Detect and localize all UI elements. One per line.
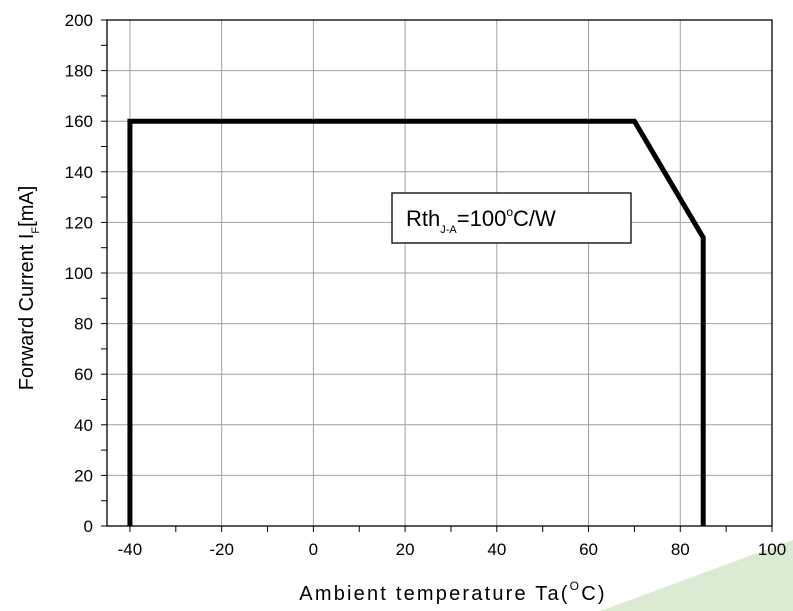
- y-axis-title-sub: F: [30, 227, 42, 234]
- y-tick-label: 60: [74, 365, 93, 384]
- y-tick-label: 140: [65, 163, 93, 182]
- x-tick-label: -20: [209, 540, 234, 559]
- y-tick-label: 180: [65, 62, 93, 81]
- y-tick-label: 0: [84, 517, 93, 536]
- corner-accent: [600, 540, 793, 611]
- x-tick-label: 100: [758, 540, 786, 559]
- y-tick-labels: 0 20 40 60 80 100 120 140 160 180 200: [65, 11, 93, 536]
- annotation-box: [391, 192, 632, 244]
- x-axis-title: Ambient temperature Ta(OC): [299, 579, 606, 605]
- x-tick-label: 0: [309, 540, 318, 559]
- x-tick-label: 60: [579, 540, 598, 559]
- annotation-main: Rth: [406, 206, 440, 231]
- y-tick-label: 120: [65, 213, 93, 232]
- annotation-unit: C/W: [513, 206, 556, 231]
- ticks: [101, 19, 773, 532]
- x-tick-label: 40: [487, 540, 506, 559]
- y-tick-label: 20: [74, 466, 93, 485]
- x-tick-label: -40: [118, 540, 143, 559]
- x-axis-title-tail: C): [581, 583, 607, 605]
- x-tick-label: 80: [671, 540, 690, 559]
- x-axis-title-main: Ambient temperature Ta(: [299, 583, 569, 605]
- derating-curve: [127, 118, 706, 526]
- y-tick-label: 100: [65, 264, 93, 283]
- y-axis-title: Forward Current IF[mA]: [16, 186, 42, 391]
- y-tick-label: 40: [74, 416, 93, 435]
- annotation-degree: o: [506, 205, 513, 219]
- thermal-resistance-annotation: RthJ-A=100oC/W: [391, 192, 632, 244]
- y-tick-label: 160: [65, 112, 93, 131]
- x-tick-labels: -40 -20 0 20 40 60 80 100: [118, 540, 787, 559]
- y-tick-label: 200: [65, 11, 93, 30]
- y-axis-title-main: Forward Current I: [16, 234, 38, 391]
- annotation-value: =100: [457, 206, 507, 231]
- annotation-text: RthJ-A=100oC/W: [406, 205, 556, 236]
- x-axis-title-sup: O: [570, 579, 582, 593]
- plot-frame: [106, 19, 773, 527]
- annotation-sub: J-A: [440, 224, 457, 236]
- series-layer: [127, 118, 706, 526]
- y-axis-title-tail: [mA]: [16, 186, 38, 227]
- grid: [107, 20, 772, 526]
- y-tick-label: 80: [74, 315, 93, 334]
- x-tick-label: 20: [396, 540, 415, 559]
